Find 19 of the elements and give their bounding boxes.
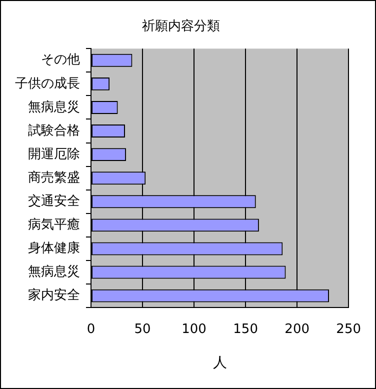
y-tick-label: その他	[41, 52, 80, 68]
x-tick-label: 50	[134, 322, 151, 337]
y-tick-label: 交通安全	[28, 193, 80, 210]
y-tick-label: 病気平癒	[28, 218, 80, 233]
y-tick-label: 商売繁盛	[28, 170, 80, 186]
y-tick-label: 無病息災	[28, 264, 80, 280]
x-tick-label: 100	[182, 322, 206, 337]
y-tick-label: 子供の成長	[15, 76, 80, 92]
y-tick-label: 家内安全	[28, 287, 80, 304]
x-tick-label: 0	[86, 322, 96, 337]
y-tick-label: 開運厄除	[28, 146, 80, 162]
x-axis-title: 人	[212, 355, 227, 372]
y-tick-label: 無病息災	[28, 100, 80, 115]
chart-title: 祈願内容分類	[142, 18, 220, 34]
x-tick-label: 250	[336, 322, 362, 337]
x-tick-label: 150	[233, 322, 258, 337]
y-tick-label: 身体健康	[28, 241, 80, 256]
y-tick-label: 試験合格	[28, 123, 80, 138]
x-tick-label: 200	[284, 322, 310, 337]
